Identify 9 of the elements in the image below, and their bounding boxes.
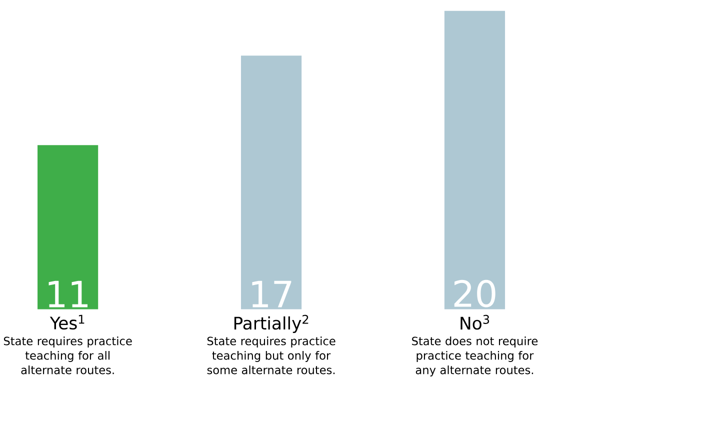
data-label: 11 bbox=[48, 280, 88, 308]
text: State requires practice teaching but only for some alternate routes. bbox=[207, 336, 336, 374]
x-tick-label: Yes$^{1}$ bbox=[50, 314, 84, 330]
data-label: 17 bbox=[252, 280, 292, 308]
data-label: 20 bbox=[454, 280, 496, 308]
x-tick-label: Partially$^{2}$ bbox=[234, 314, 308, 333]
text: State does not require practice teaching for any alternate routes. bbox=[412, 336, 538, 376]
text: State requires practice teaching for all alternate routes. bbox=[4, 336, 132, 374]
x-tick-label: No$^{3}$ bbox=[460, 314, 490, 330]
